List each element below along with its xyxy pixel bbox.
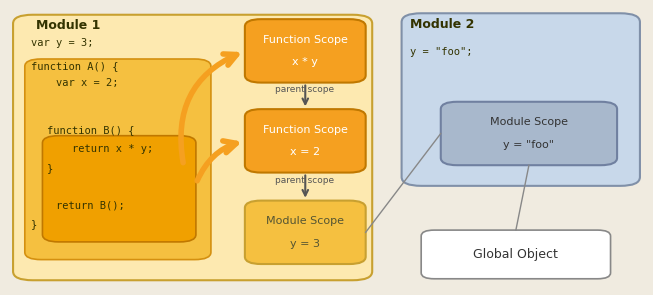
FancyBboxPatch shape	[13, 15, 372, 280]
Text: parent scope: parent scope	[276, 86, 334, 94]
Text: y = "foo": y = "foo"	[503, 140, 554, 150]
Text: }: }	[47, 163, 54, 173]
Text: function B() {: function B() {	[47, 125, 135, 135]
Text: x = 2: x = 2	[290, 147, 321, 157]
Text: return B();: return B();	[31, 200, 125, 210]
FancyBboxPatch shape	[421, 230, 611, 279]
Text: function A() {: function A() {	[31, 61, 119, 71]
Text: Function Scope: Function Scope	[263, 35, 347, 45]
Text: Module 1: Module 1	[36, 19, 101, 32]
FancyBboxPatch shape	[245, 109, 366, 173]
Text: var x = 2;: var x = 2;	[31, 78, 119, 88]
Text: Global Object: Global Object	[473, 248, 558, 261]
FancyBboxPatch shape	[42, 136, 196, 242]
Text: Module 2: Module 2	[410, 18, 475, 31]
FancyBboxPatch shape	[25, 59, 211, 260]
Text: }: }	[31, 219, 38, 229]
Text: Module Scope: Module Scope	[266, 216, 344, 226]
Text: parent scope: parent scope	[276, 176, 334, 185]
Text: return x * y;: return x * y;	[47, 144, 153, 154]
Text: x * y: x * y	[293, 57, 318, 67]
FancyBboxPatch shape	[441, 102, 617, 165]
FancyBboxPatch shape	[245, 201, 366, 264]
Text: Function Scope: Function Scope	[263, 125, 347, 135]
FancyBboxPatch shape	[245, 19, 366, 83]
Text: Module Scope: Module Scope	[490, 117, 568, 127]
Text: y = 3: y = 3	[291, 239, 320, 248]
FancyBboxPatch shape	[402, 13, 640, 186]
Text: var y = 3;: var y = 3;	[31, 38, 94, 48]
Text: y = "foo";: y = "foo";	[410, 47, 473, 57]
